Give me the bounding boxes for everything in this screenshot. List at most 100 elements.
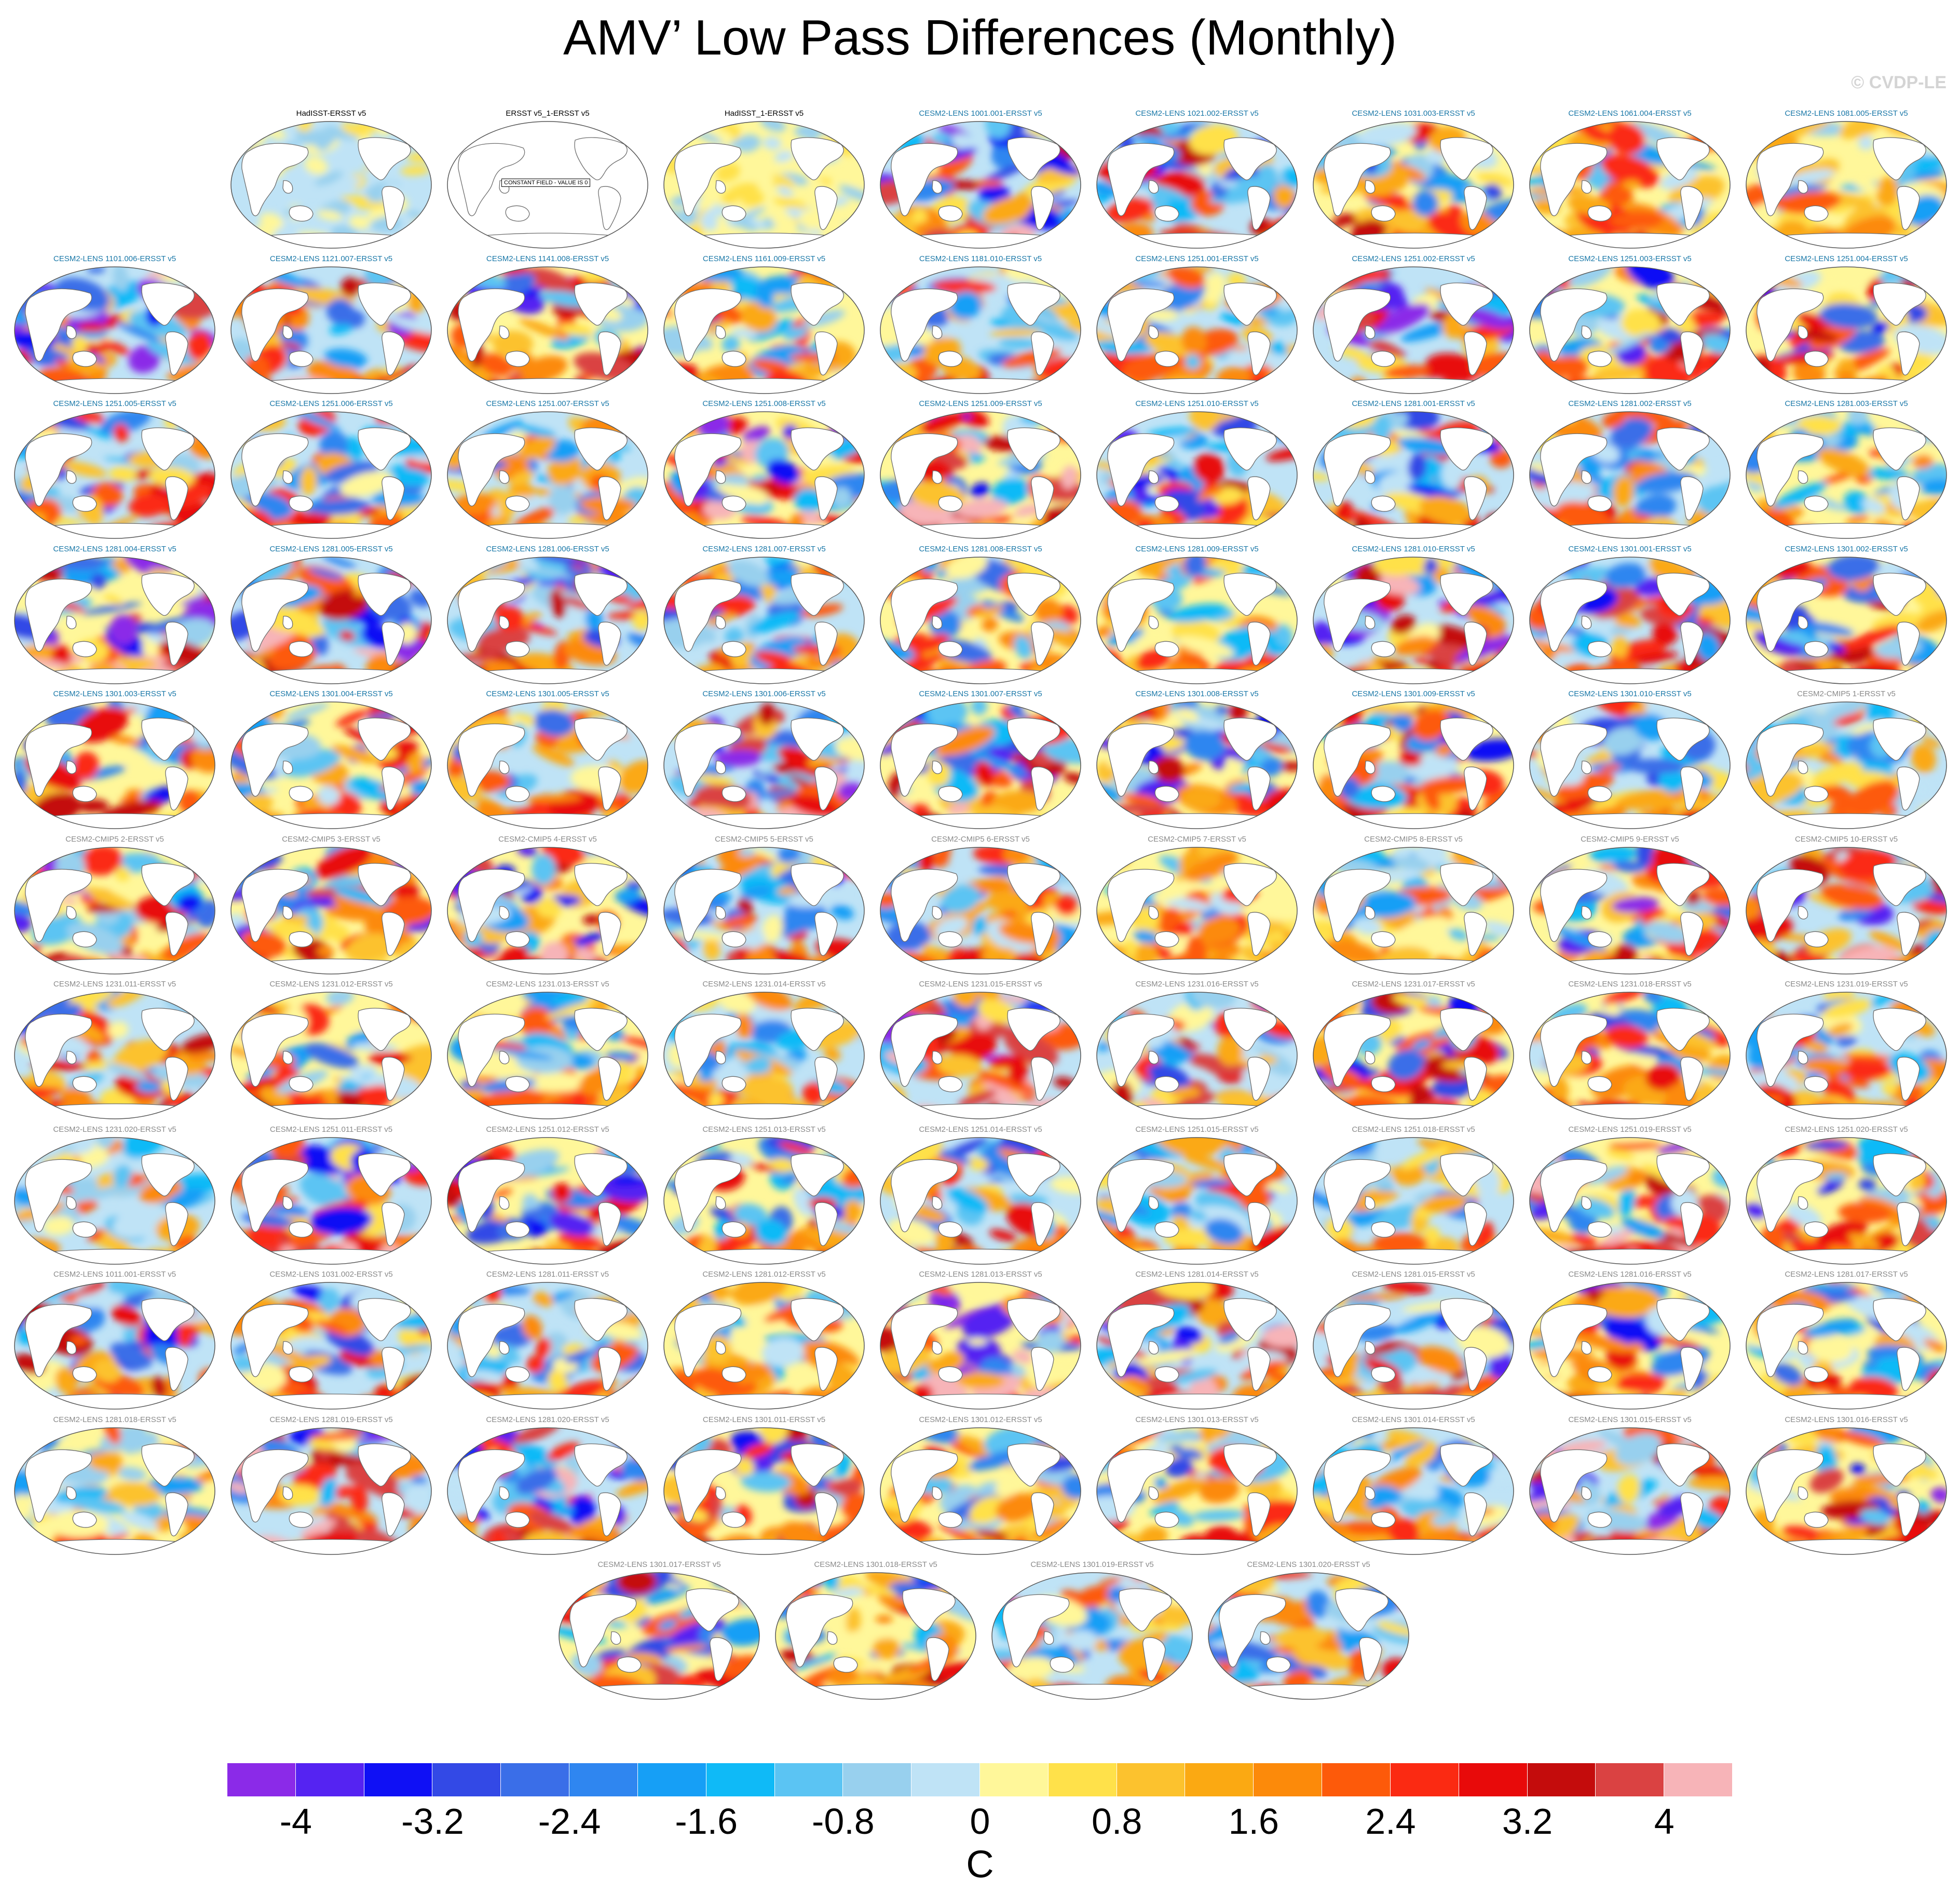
anomaly-blob [448, 1137, 468, 1151]
anomaly-blob [1823, 1172, 1848, 1180]
anomaly-blob [529, 1072, 586, 1092]
anomaly-blob [972, 916, 987, 936]
map-panel: CESM2-CMIP5 1-ERSST v5 [1738, 689, 1955, 835]
anomaly-blob [1198, 916, 1241, 944]
anomaly-blob [727, 560, 769, 586]
anomaly-blob [1014, 504, 1041, 517]
anomaly-blob [615, 888, 641, 903]
anomaly-blob [1621, 308, 1661, 337]
panel-title: CESM2-LENS 1281.010-ERSST v5 [1352, 544, 1475, 553]
sst-difference-map [663, 701, 865, 829]
panel-title: CESM2-LENS 1251.011-ERSST v5 [269, 1125, 393, 1134]
map-border [1313, 266, 1514, 394]
anomaly-blob [700, 214, 718, 231]
map-panel: CESM2-LENS 1251.010-ERSST v5 [1088, 399, 1305, 545]
anomaly-blob [533, 1292, 554, 1307]
map-panel: CESM2-LENS 1231.017-ERSST v5 [1305, 980, 1522, 1125]
sst-difference-map [1313, 846, 1514, 975]
map-border [1313, 411, 1514, 539]
anomaly-blob [1360, 335, 1406, 358]
anomaly-blob [1644, 921, 1691, 943]
anomaly-blob [1054, 704, 1081, 720]
sst-difference-map [880, 1282, 1081, 1410]
anomaly-blob [782, 327, 808, 340]
anomaly-blob [717, 1089, 742, 1101]
anomaly-blob [890, 1243, 908, 1264]
anomaly-blob [1014, 634, 1032, 659]
map-border [1529, 266, 1731, 394]
map-panel: CESM2-LENS 1251.011-ERSST v5 [223, 1125, 440, 1270]
anomaly-blob [1258, 164, 1277, 192]
sst-difference-map [230, 411, 432, 539]
anomaly-blob [1599, 1229, 1635, 1247]
anomaly-blob [1012, 192, 1031, 220]
map-border [14, 411, 215, 539]
anomaly-blob [732, 1282, 788, 1306]
anomaly-blob [746, 318, 796, 341]
anomaly-blob [1605, 1025, 1649, 1049]
anomaly-blob [779, 1141, 814, 1156]
map-panel: CESM2-LENS 1281.008-ERSST v5 [872, 545, 1089, 690]
anomaly-blob [25, 715, 42, 723]
anomaly-blob [96, 1137, 114, 1149]
anomaly-blob [1710, 812, 1730, 827]
anomaly-blob [1387, 1049, 1424, 1080]
sst-difference-map [447, 1137, 648, 1265]
anomaly-blob [771, 210, 790, 227]
anomaly-blob [1390, 916, 1450, 952]
anomaly-blob [991, 477, 1030, 505]
anomaly-blob [1353, 917, 1382, 935]
anomaly-blob [1185, 851, 1237, 882]
anomaly-blob [1555, 355, 1589, 377]
anomaly-blob [1815, 1220, 1868, 1248]
map-panel: CESM2-LENS 1161.009-ERSST v5 [656, 254, 873, 400]
anomaly-blob [1259, 743, 1293, 753]
anomaly-blob [548, 1369, 568, 1392]
anomaly-blob [1861, 498, 1886, 515]
anomaly-blob [1152, 756, 1185, 783]
anomaly-blob [1490, 449, 1513, 468]
sst-difference-map [1096, 1137, 1298, 1265]
panel-title: CESM2-LENS 1251.001-ERSST v5 [1135, 254, 1259, 263]
map-border [447, 411, 648, 539]
anomaly-blob [82, 1184, 130, 1200]
sst-difference-map [447, 411, 648, 539]
anomaly-blob [532, 854, 556, 885]
panel-title: HadISST-ERSST v5 [296, 109, 366, 118]
anomaly-blob [409, 234, 427, 248]
map-panel: CESM2-LENS 1281.001-ERSST v5 [1305, 399, 1522, 545]
anomaly-blob [559, 323, 593, 336]
anomaly-blob [989, 1229, 1017, 1241]
anomaly-blob [151, 1376, 167, 1398]
anomaly-blob [110, 1342, 152, 1369]
anomaly-blob [691, 412, 711, 421]
anomaly-blob [1746, 557, 1774, 575]
panel-title: CESM2-LENS 1121.007-ERSST v5 [269, 254, 393, 263]
anomaly-blob [621, 1037, 648, 1050]
anomaly-blob [332, 894, 370, 912]
anomaly-blob [842, 223, 864, 238]
anomaly-blob [1604, 332, 1652, 355]
anomaly-blob [479, 1050, 536, 1086]
sst-difference-map [230, 701, 432, 829]
panel-title: CESM2-LENS 1101.006-ERSST v5 [53, 254, 176, 263]
anomaly-blob [81, 602, 142, 615]
panel-title: CESM2-LENS 1231.013-ERSST v5 [486, 980, 609, 989]
sst-difference-map [663, 266, 865, 394]
map-border [230, 556, 432, 684]
map-panel: CESM2-CMIP5 4-ERSST v5 [439, 835, 656, 980]
anomaly-blob [664, 557, 683, 573]
anomaly-blob [1269, 521, 1297, 538]
anomaly-blob [715, 163, 741, 182]
sst-difference-map [1746, 1137, 1947, 1265]
map-border [1746, 266, 1947, 394]
anomaly-blob [1407, 484, 1454, 499]
anomaly-blob [821, 1141, 849, 1152]
sst-difference-map [1313, 701, 1514, 829]
anomaly-blob [1785, 169, 1835, 185]
anomaly-blob [15, 913, 32, 932]
anomaly-blob [1185, 354, 1201, 369]
panel-title: CESM2-CMIP5 5-ERSST v5 [715, 834, 813, 844]
anomaly-blob [971, 606, 1004, 617]
map-panel: CESM2-LENS 1301.005-ERSST v5 [439, 689, 656, 835]
